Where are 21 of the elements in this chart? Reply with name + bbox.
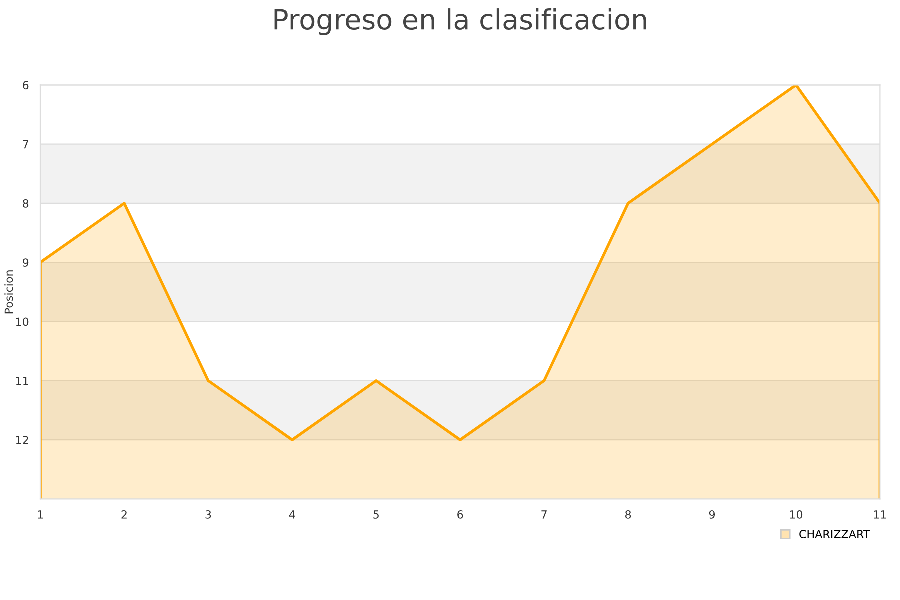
- x-tick-label: 4: [289, 510, 296, 519]
- x-tick-label: 9: [709, 510, 716, 519]
- x-tick-label: 5: [374, 510, 379, 519]
- y-axis-title: Posicion: [4, 270, 14, 314]
- legend-label: CHARIZZART: [800, 530, 870, 538]
- y-tick-label: 11: [16, 377, 28, 386]
- x-tick-label: 11: [874, 510, 886, 519]
- y-tick-label: 9: [23, 258, 29, 268]
- x-tick-label: 7: [542, 510, 547, 519]
- x-tick-label: 6: [458, 510, 464, 519]
- y-tick-label: 8: [23, 199, 29, 208]
- y-tick-label: 7: [23, 140, 28, 149]
- x-tick-label: 8: [626, 510, 632, 519]
- x-tick-label: 1: [38, 510, 44, 519]
- y-tick-label: 6: [23, 81, 29, 90]
- x-tick-label: 3: [206, 510, 212, 519]
- x-tick-label: 2: [122, 510, 127, 519]
- chart-title: Progreso en la clasificacion: [274, 8, 646, 36]
- y-tick-label: 12: [16, 436, 28, 444]
- x-tick-label: 10: [790, 510, 803, 519]
- y-tick-label: 10: [16, 318, 29, 326]
